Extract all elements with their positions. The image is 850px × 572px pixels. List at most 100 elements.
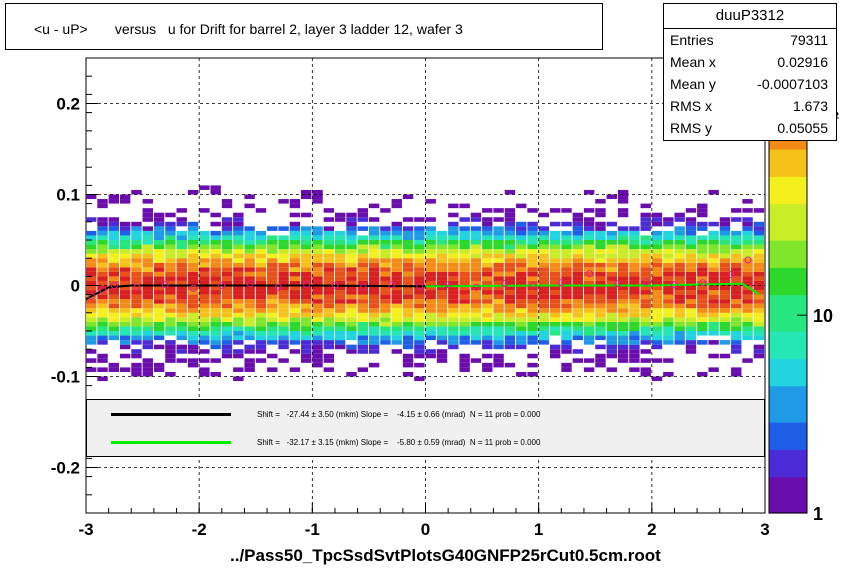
heat-cell: [346, 280, 357, 286]
heat-cell: [640, 285, 651, 291]
heat-cell: [516, 235, 527, 240]
heat-cell: [685, 349, 697, 354]
heat-cell: [346, 321, 357, 327]
heat-cell: [244, 240, 255, 245]
heat-cell: [459, 367, 470, 372]
heat-cell: [244, 249, 255, 254]
heat-cell: [708, 303, 719, 309]
heat-cell: [221, 203, 233, 209]
heat-cell: [414, 294, 425, 300]
heat-cell: [119, 271, 131, 277]
heat-cell: [255, 303, 267, 309]
palette-cell: [769, 139, 807, 150]
heat-cell: [119, 326, 131, 331]
heat-cell: [199, 349, 210, 354]
stat-row-entries: Entries 79311: [664, 30, 836, 52]
heat-cell: [448, 262, 459, 268]
heat-cell: [527, 326, 538, 331]
heat-cell: [368, 303, 380, 309]
heat-cell: [346, 217, 357, 222]
heat-cell: [402, 340, 414, 345]
heat-cell: [436, 312, 448, 318]
heat-cell: [142, 240, 153, 245]
heat-cell: [549, 244, 561, 250]
palette-cell: [769, 294, 807, 305]
heat-cell: [391, 244, 402, 250]
heat-cell: [199, 208, 210, 213]
heat-cell: [685, 317, 697, 322]
heat-cell: [470, 340, 482, 345]
heat-cell: [86, 258, 97, 263]
heat-cell: [278, 267, 289, 272]
heat-cell: [504, 244, 516, 250]
heat-cell: [640, 253, 651, 259]
heat-cell: [199, 312, 210, 318]
heat-cell: [493, 262, 504, 268]
heat-cell: [708, 262, 719, 268]
heat-cell: [606, 240, 617, 245]
heat-cell: [108, 276, 120, 281]
heat-cell: [549, 258, 561, 263]
heat-cell: [470, 217, 482, 222]
heat-cell: [606, 317, 617, 322]
heat-cell: [357, 326, 369, 331]
heat-cell: [380, 253, 391, 259]
heat-cell: [629, 358, 640, 363]
heat-cell: [516, 244, 527, 250]
heat-cell: [448, 276, 459, 281]
heat-cell: [731, 249, 742, 254]
heat-cell: [731, 262, 742, 268]
heat-cell: [572, 230, 584, 236]
heat-cell: [493, 249, 504, 254]
heat-cell: [391, 203, 402, 209]
heat-cell: [176, 267, 187, 272]
heat-cell: [210, 340, 221, 345]
heat-cell: [685, 244, 697, 250]
heat-cell: [301, 353, 312, 359]
heat-cell: [459, 240, 470, 245]
heat-cell: [323, 317, 335, 322]
heat-cell: [289, 299, 301, 304]
heat-cell: [357, 240, 369, 245]
heat-cell: [617, 258, 629, 263]
axes: -3 -2 -1 0 1 2 3-0.2-0.100.10.2: [51, 57, 770, 539]
heat-cell: [561, 208, 572, 213]
heat-cell: [708, 294, 719, 300]
heat-cell: [142, 290, 153, 295]
heat-cell: [674, 249, 685, 254]
heat-cell: [595, 294, 606, 300]
heat-cell: [482, 221, 493, 227]
heat-cell: [176, 230, 187, 236]
heat-cell: [516, 271, 527, 277]
heat-cell: [504, 312, 516, 318]
heat-cell: [606, 349, 617, 354]
heat-cell: [482, 335, 493, 341]
heat-cell: [153, 249, 165, 254]
heat-cell: [436, 340, 448, 345]
heat-cell: [108, 294, 120, 300]
heat-cell: [380, 230, 391, 236]
heat-cell: [549, 262, 561, 268]
heat-cell: [391, 290, 402, 295]
heat-cell: [142, 249, 153, 254]
heat-cell: [402, 308, 414, 313]
heat-cell: [153, 299, 165, 304]
heat-cell: [131, 340, 142, 345]
heat-cell: [131, 230, 142, 236]
heat-cell: [357, 312, 369, 318]
heat-cell: [753, 280, 765, 286]
heat-cell: [312, 308, 323, 313]
heat-cell: [708, 367, 719, 372]
heat-cell: [165, 249, 176, 254]
heat-cell: [131, 280, 142, 286]
heat-cell: [504, 344, 516, 350]
heat-cell: [516, 253, 527, 259]
heat-cell: [221, 321, 233, 327]
heat-cell: [606, 230, 617, 236]
heat-cell: [470, 253, 482, 259]
heat-cell: [448, 267, 459, 272]
heat-cell: [583, 285, 595, 291]
heat-cell: [753, 267, 765, 272]
heat-cell: [595, 280, 606, 286]
heat-cell: [493, 344, 504, 350]
